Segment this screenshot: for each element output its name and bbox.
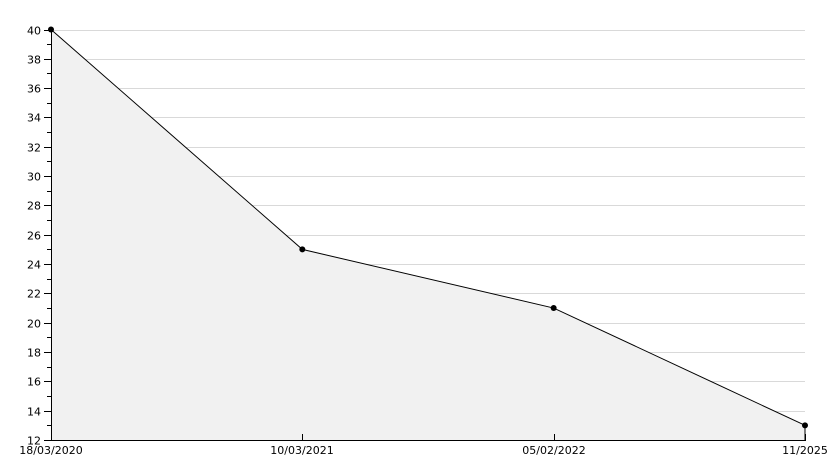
y-tick-label: 24	[27, 258, 41, 271]
y-tick-label: 26	[27, 229, 41, 242]
data-point-marker	[550, 305, 557, 312]
x-tick-label: 05/02/2022	[522, 444, 585, 457]
y-tick-label: 28	[27, 199, 41, 212]
y-tick-label: 32	[27, 141, 41, 154]
y-tick-label: 36	[27, 82, 41, 95]
y-tick-label: 30	[27, 170, 41, 183]
y-tick-label: 38	[27, 53, 41, 66]
x-tick-label: 11/2025	[782, 444, 828, 457]
x-tick-label: 18/03/2020	[19, 444, 82, 457]
y-tick-label: 18	[27, 346, 41, 359]
y-tick-label: 12	[27, 434, 41, 447]
y-tick-label: 34	[27, 111, 41, 124]
data-point-marker	[802, 422, 808, 429]
data-point-marker	[299, 246, 306, 253]
y-tick-label: 20	[27, 317, 41, 330]
y-tick-label: 22	[27, 287, 41, 300]
x-tick-label: 10/03/2021	[270, 444, 333, 457]
y-tick-label: 16	[27, 375, 41, 388]
y-tick-label: 14	[27, 405, 41, 418]
y-tick-label: 40	[27, 24, 41, 37]
data-point-marker	[48, 26, 54, 33]
